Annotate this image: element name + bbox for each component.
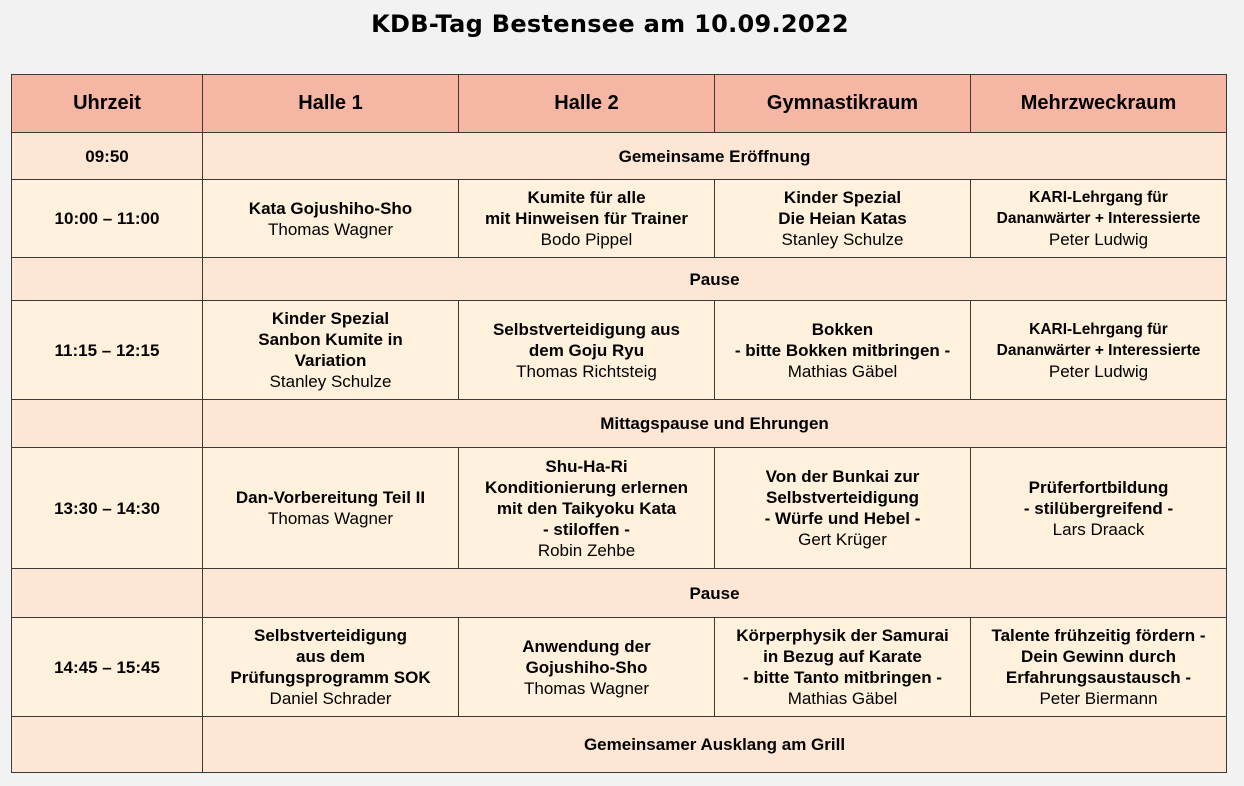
session-cell: KARI-Lehrgang für Dananwärter + Interess… (970, 179, 1227, 258)
break-label: Pause (202, 568, 1227, 618)
time-cell (11, 716, 203, 773)
trainer-name: Mathias Gäbel (787, 361, 898, 381)
trainer-name: Thomas Wagner (523, 678, 650, 698)
session-title: Selbstverteidigung aus dem Prüfungsprogr… (230, 626, 431, 687)
session-title: Kinder Spezial Sanbon Kumite in Variatio… (258, 309, 403, 370)
session-title: Kata Gojushiho-Sho (248, 198, 413, 218)
trainer-name: Bodo Pippel (540, 230, 633, 249)
trainer-name: Thomas Wagner (267, 509, 394, 528)
session-row: 14:45 – 15:45 Selbstverteidigung aus dem … (11, 617, 1227, 717)
break-row: Mittagspause und Ehrungen (11, 399, 1227, 448)
session-cell: Kata Gojushiho-Sho Thomas Wagner (202, 179, 459, 258)
break-row: Gemeinsamer Ausklang am Grill (11, 716, 1227, 773)
break-row: Pause (11, 568, 1227, 618)
trainer-name: Lars Draack (1052, 519, 1145, 539)
time-cell (11, 568, 203, 618)
trainer-name: Stanley Schulze (781, 230, 904, 249)
time-cell: 09:50 (11, 132, 203, 180)
trainer-name: Stanley Schulze (269, 372, 392, 391)
trainer-name: Thomas Wagner (267, 219, 394, 239)
session-title: Talente frühzeitig fördern - Dein Gewinn… (991, 626, 1206, 687)
session-title: Kumite für alle mit Hinweisen für Traine… (484, 188, 689, 228)
session-title: Dan-Vorbereitung Teil II (235, 488, 426, 507)
column-header: Uhrzeit (11, 74, 203, 133)
trainer-name: Thomas Richtsteig (516, 361, 657, 381)
session-cell: Shu-Ha-Ri Konditionierung erlernen mit d… (458, 447, 715, 569)
break-label: Gemeinsame Eröffnung (202, 132, 1227, 180)
session-title: Kinder Spezial Die Heian Katas (778, 188, 907, 228)
trainer-name: Mathias Gäbel (787, 689, 898, 708)
header-row: Uhrzeit Halle 1 Halle 2 Gymnastikraum Me… (11, 74, 1227, 133)
session-cell: Kinder Spezial Die Heian Katas Stanley Sc… (714, 179, 971, 258)
trainer-name: Robin Zehbe (537, 540, 636, 560)
trainer-name: Peter Biermann (1039, 689, 1158, 708)
session-title: Körperphysik der Samurai in Bezug auf Ka… (736, 626, 949, 687)
session-cell: Bokken - bitte Bokken mitbringen - Mathia… (714, 300, 971, 400)
session-title: Anwendung der Gojushiho-Sho (522, 636, 651, 677)
session-title: Shu-Ha-Ri Konditionierung erlernen mit d… (484, 456, 689, 539)
time-cell (11, 257, 203, 301)
session-cell: Anwendung der Gojushiho-Sho Thomas Wagner (458, 617, 715, 717)
session-title: Selbstverteidigung aus dem Goju Ryu (492, 319, 681, 360)
time-cell: 10:00 – 11:00 (11, 179, 203, 258)
session-cell: Von der Bunkai zur Selbstverteidigung - … (714, 447, 971, 569)
break-row: Pause (11, 257, 1227, 301)
session-cell: Körperphysik der Samurai in Bezug auf Ka… (714, 617, 971, 717)
session-cell: Prüferfortbildung - stilübergreifend - La… (970, 447, 1227, 569)
trainer-name: Daniel Schrader (269, 689, 392, 708)
break-label: Pause (202, 257, 1227, 301)
session-cell: KARI-Lehrgang für Dananwärter + Interess… (970, 300, 1227, 400)
session-title: KARI-Lehrgang für Dananwärter + Interess… (996, 189, 1201, 227)
time-cell: 13:30 – 14:30 (11, 447, 203, 569)
session-title: KARI-Lehrgang für Dananwärter + Interess… (996, 320, 1201, 359)
break-row: 09:50 Gemeinsame Eröffnung (11, 132, 1227, 180)
break-label: Gemeinsamer Ausklang am Grill (202, 716, 1227, 773)
session-title: Von der Bunkai zur Selbstverteidigung - … (764, 467, 921, 528)
time-cell (11, 399, 203, 448)
page-title: KDB-Tag Bestensee am 10.09.2022 (371, 10, 849, 38)
schedule-table: Uhrzeit Halle 1 Halle 2 Gymnastikraum Me… (11, 74, 1227, 773)
column-header: Mehrzweckraum (970, 74, 1227, 133)
trainer-name: Gert Krüger (798, 530, 887, 549)
time-cell: 14:45 – 15:45 (11, 617, 203, 717)
column-header: Halle 2 (458, 74, 715, 133)
session-cell: Kinder Spezial Sanbon Kumite in Variatio… (202, 300, 459, 400)
session-row: 10:00 – 11:00 Kata Gojushiho-Sho Thomas Wa… (11, 179, 1227, 258)
trainer-name: Peter Ludwig (1048, 361, 1149, 381)
session-row: 13:30 – 14:30 Dan-Vorbereitung Teil II Tho… (11, 447, 1227, 569)
column-header: Halle 1 (202, 74, 459, 133)
session-title: Prüferfortbildung - stilübergreifend - (1023, 477, 1174, 518)
time-cell: 11:15 – 12:15 (11, 300, 203, 400)
session-title: Bokken - bitte Bokken mitbringen - (734, 319, 951, 360)
break-label: Mittagspause und Ehrungen (202, 399, 1227, 448)
session-cell: Kumite für alle mit Hinweisen für Traine… (458, 179, 715, 258)
session-cell: Selbstverteidigung aus dem Prüfungsprogr… (202, 617, 459, 717)
session-cell: Dan-Vorbereitung Teil II Thomas Wagner (202, 447, 459, 569)
trainer-name: Peter Ludwig (1048, 230, 1149, 249)
column-header: Gymnastikraum (714, 74, 971, 133)
session-row: 11:15 – 12:15 Kinder Spezial Sanbon Kumit… (11, 300, 1227, 400)
session-cell: Talente frühzeitig fördern - Dein Gewinn… (970, 617, 1227, 717)
session-cell: Selbstverteidigung aus dem Goju Ryu Thoma… (458, 300, 715, 400)
